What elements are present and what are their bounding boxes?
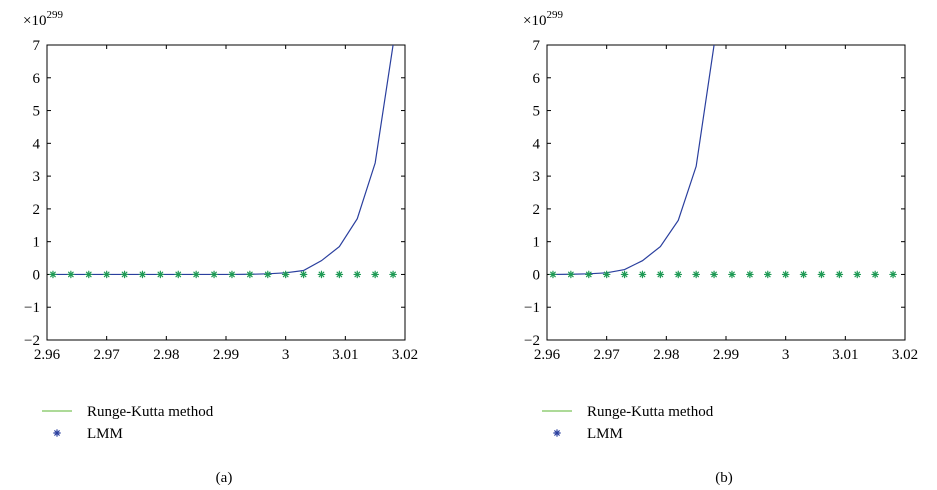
series-point	[193, 271, 199, 277]
y-tick-label: 1	[533, 235, 541, 251]
series-point	[282, 271, 288, 277]
y-tick-label: 6	[33, 71, 41, 87]
series-point	[318, 271, 324, 277]
x-tick-label: 3.02	[892, 347, 918, 363]
series-point	[68, 271, 74, 277]
plot-area	[50, 45, 397, 278]
series-point	[50, 271, 56, 277]
series-point	[372, 271, 378, 277]
series-point	[265, 271, 271, 277]
series-point	[657, 271, 663, 277]
series-point	[354, 271, 360, 277]
series-point	[782, 271, 788, 277]
axes-box	[547, 45, 905, 340]
series-line	[53, 45, 393, 274]
series-point	[336, 271, 342, 277]
y-tick-label: 6	[533, 71, 541, 87]
x-tick-label: 2.98	[153, 347, 179, 363]
legend-label: LMM	[587, 426, 623, 442]
y-exponent-label: ×10299	[523, 9, 563, 29]
y-tick-label: 3	[33, 169, 41, 185]
series-point	[765, 271, 771, 277]
series-point	[300, 271, 306, 277]
series-point	[550, 271, 556, 277]
series-point	[175, 271, 181, 277]
y-tick-label: 0	[533, 267, 541, 283]
y-tick-label: 1	[33, 235, 41, 251]
series-line	[553, 45, 714, 274]
y-tick-label: 2	[533, 202, 541, 218]
y-tick-label: 5	[33, 104, 41, 120]
series-point	[586, 271, 592, 277]
x-tick-label: 2.99	[213, 347, 239, 363]
series-point	[211, 271, 217, 277]
x-tick-label: 3.01	[832, 347, 858, 363]
series-point	[675, 271, 681, 277]
y-tick-label: −2	[24, 333, 40, 349]
chart-panel-b: 2.96 2.97 2.98 2.99 3 3.01 3.02 −2 −1 0 1 2 3 4 5 6 7 ×10…	[523, 9, 918, 486]
legend-swatch-asterisk	[54, 430, 60, 436]
y-tick-label: 7	[33, 38, 41, 54]
y-tick-label: 3	[533, 169, 541, 185]
x-tick-label: 2.99	[713, 347, 739, 363]
x-tick-label: 2.96	[34, 347, 61, 363]
series-point	[157, 271, 163, 277]
x-tick-label: 2.96	[534, 347, 561, 363]
y-tick-label: 4	[533, 136, 541, 152]
series-point	[890, 271, 896, 277]
y-exponent-power: 299	[46, 9, 63, 21]
series-point	[747, 271, 753, 277]
series-point	[603, 271, 609, 277]
legend: Runge-Kutta method LMM	[542, 404, 714, 442]
y-tick-label: 0	[33, 267, 41, 283]
y-exponent-label: ×10299	[23, 9, 63, 29]
panel-caption: (b)	[715, 470, 733, 486]
x-tick-label: 3.01	[332, 347, 358, 363]
legend: Runge-Kutta method LMM	[42, 404, 214, 442]
series-point	[568, 271, 574, 277]
x-tick-label: 2.97	[94, 347, 121, 363]
x-tick-label: 2.98	[653, 347, 679, 363]
series-point	[229, 271, 235, 277]
series-point	[872, 271, 878, 277]
y-exponent-base: ×10	[523, 13, 546, 29]
axes-box	[47, 45, 405, 340]
y-tick-label: 4	[33, 136, 41, 152]
y-tick-label: −2	[524, 333, 540, 349]
y-tick-label: 2	[33, 202, 41, 218]
y-tick-label: 5	[533, 104, 541, 120]
series-point	[854, 271, 860, 277]
y-exponent-power: 299	[546, 9, 563, 21]
series-point	[103, 271, 109, 277]
panel-caption: (a)	[216, 470, 233, 486]
y-exponent-base: ×10	[23, 13, 46, 29]
series-point	[86, 271, 92, 277]
legend-label: Runge-Kutta method	[87, 404, 214, 420]
x-tick-label: 3	[282, 347, 290, 363]
legend-label: LMM	[87, 426, 123, 442]
chart-panel-a: 2.96 2.97 2.98 2.99 3 3.01 3.02 −2 −1 0 1 2 3 4 5 6 7 ×10…	[23, 9, 418, 486]
legend-swatch-asterisk	[554, 430, 560, 436]
series-point	[621, 271, 627, 277]
series-point	[139, 271, 145, 277]
x-tick-label: 2.97	[594, 347, 621, 363]
series-point	[693, 271, 699, 277]
series-point	[836, 271, 842, 277]
plot-area	[550, 45, 897, 278]
series-point	[800, 271, 806, 277]
series-point	[247, 271, 253, 277]
series-point	[390, 271, 396, 277]
y-tick-label: −1	[24, 300, 40, 316]
series-point	[121, 271, 127, 277]
series-point	[639, 271, 645, 277]
legend-label: Runge-Kutta method	[587, 404, 714, 420]
y-tick-label: −1	[524, 300, 540, 316]
x-tick-label: 3	[782, 347, 790, 363]
y-tick-label: 7	[533, 38, 541, 54]
series-point	[818, 271, 824, 277]
series-point	[729, 271, 735, 277]
x-tick-label: 3.02	[392, 347, 418, 363]
series-point	[711, 271, 717, 277]
